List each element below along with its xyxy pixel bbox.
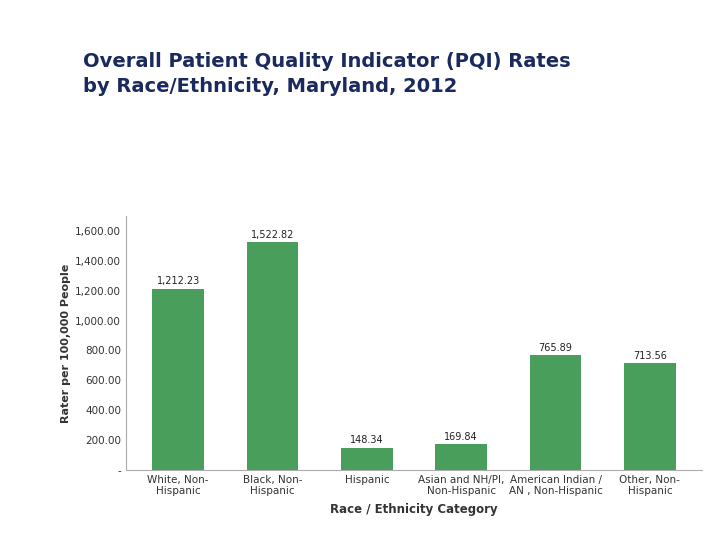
- Bar: [246, 242, 298, 470]
- Text: 713.56: 713.56: [633, 350, 667, 361]
- X-axis label: Race / Ethnicity Category: Race / Ethnicity Category: [330, 503, 498, 516]
- Y-axis label: Rater per 100,000 People: Rater per 100,000 People: [61, 264, 71, 422]
- Text: 148.34: 148.34: [350, 435, 384, 445]
- Bar: [624, 363, 676, 470]
- Bar: [435, 444, 487, 470]
- Text: Overall Patient Quality Indicator (PQI) Rates
by Race/Ethnicity, Maryland, 2012: Overall Patient Quality Indicator (PQI) …: [83, 52, 571, 96]
- Text: 1,212.23: 1,212.23: [156, 276, 199, 286]
- Text: 169.84: 169.84: [444, 432, 478, 442]
- Bar: [530, 355, 582, 470]
- Text: 29: 29: [19, 504, 44, 522]
- Bar: [152, 289, 204, 470]
- Text: 765.89: 765.89: [539, 343, 572, 353]
- Text: 1,522.82: 1,522.82: [251, 230, 294, 240]
- Bar: [341, 448, 393, 470]
